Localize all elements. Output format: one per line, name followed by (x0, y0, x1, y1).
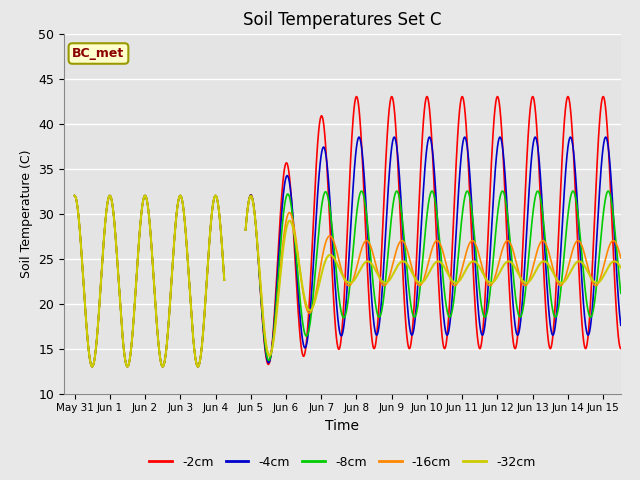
-8cm (280, 212, 287, 217)
-4cm (71, 192, 79, 199)
X-axis label: Time: Time (325, 419, 360, 433)
-8cm (479, 307, 486, 313)
-32cm (426, 268, 434, 274)
-16cm (280, 237, 287, 242)
Line: -16cm: -16cm (75, 196, 621, 367)
Title: Soil Temperatures Set C: Soil Temperatures Set C (243, 11, 442, 29)
-2cm (520, 222, 527, 228)
-2cm (170, 244, 178, 250)
-4cm (426, 134, 434, 140)
-4cm (617, 323, 625, 328)
-8cm (617, 290, 625, 296)
-4cm (479, 332, 486, 338)
-16cm (399, 238, 406, 243)
Line: -8cm: -8cm (75, 191, 621, 367)
-2cm (617, 346, 625, 351)
-8cm (399, 216, 406, 222)
-2cm (280, 174, 287, 180)
-32cm (280, 244, 287, 250)
-32cm (479, 269, 486, 275)
-32cm (520, 279, 527, 285)
-32cm (170, 244, 178, 250)
-16cm (71, 192, 79, 199)
-2cm (426, 110, 434, 116)
Line: -4cm: -4cm (75, 137, 621, 367)
Text: BC_met: BC_met (72, 47, 125, 60)
-8cm (426, 192, 434, 198)
-16cm (520, 282, 527, 288)
-16cm (617, 255, 625, 261)
-8cm (170, 244, 178, 250)
-32cm (617, 265, 625, 271)
-16cm (426, 254, 434, 260)
-32cm (71, 192, 79, 199)
-32cm (399, 259, 406, 264)
-4cm (399, 219, 406, 225)
-4cm (170, 244, 178, 250)
Line: -32cm: -32cm (75, 196, 621, 367)
Y-axis label: Soil Temperature (C): Soil Temperature (C) (20, 149, 33, 278)
-4cm (280, 191, 287, 197)
-2cm (479, 334, 486, 340)
-4cm (520, 278, 527, 284)
Line: -2cm: -2cm (75, 96, 621, 367)
Legend: -2cm, -4cm, -8cm, -16cm, -32cm: -2cm, -4cm, -8cm, -16cm, -32cm (145, 451, 540, 474)
-16cm (479, 264, 486, 270)
-16cm (170, 244, 178, 250)
-2cm (399, 258, 406, 264)
-2cm (71, 192, 79, 199)
-8cm (71, 192, 79, 199)
-8cm (520, 301, 527, 307)
